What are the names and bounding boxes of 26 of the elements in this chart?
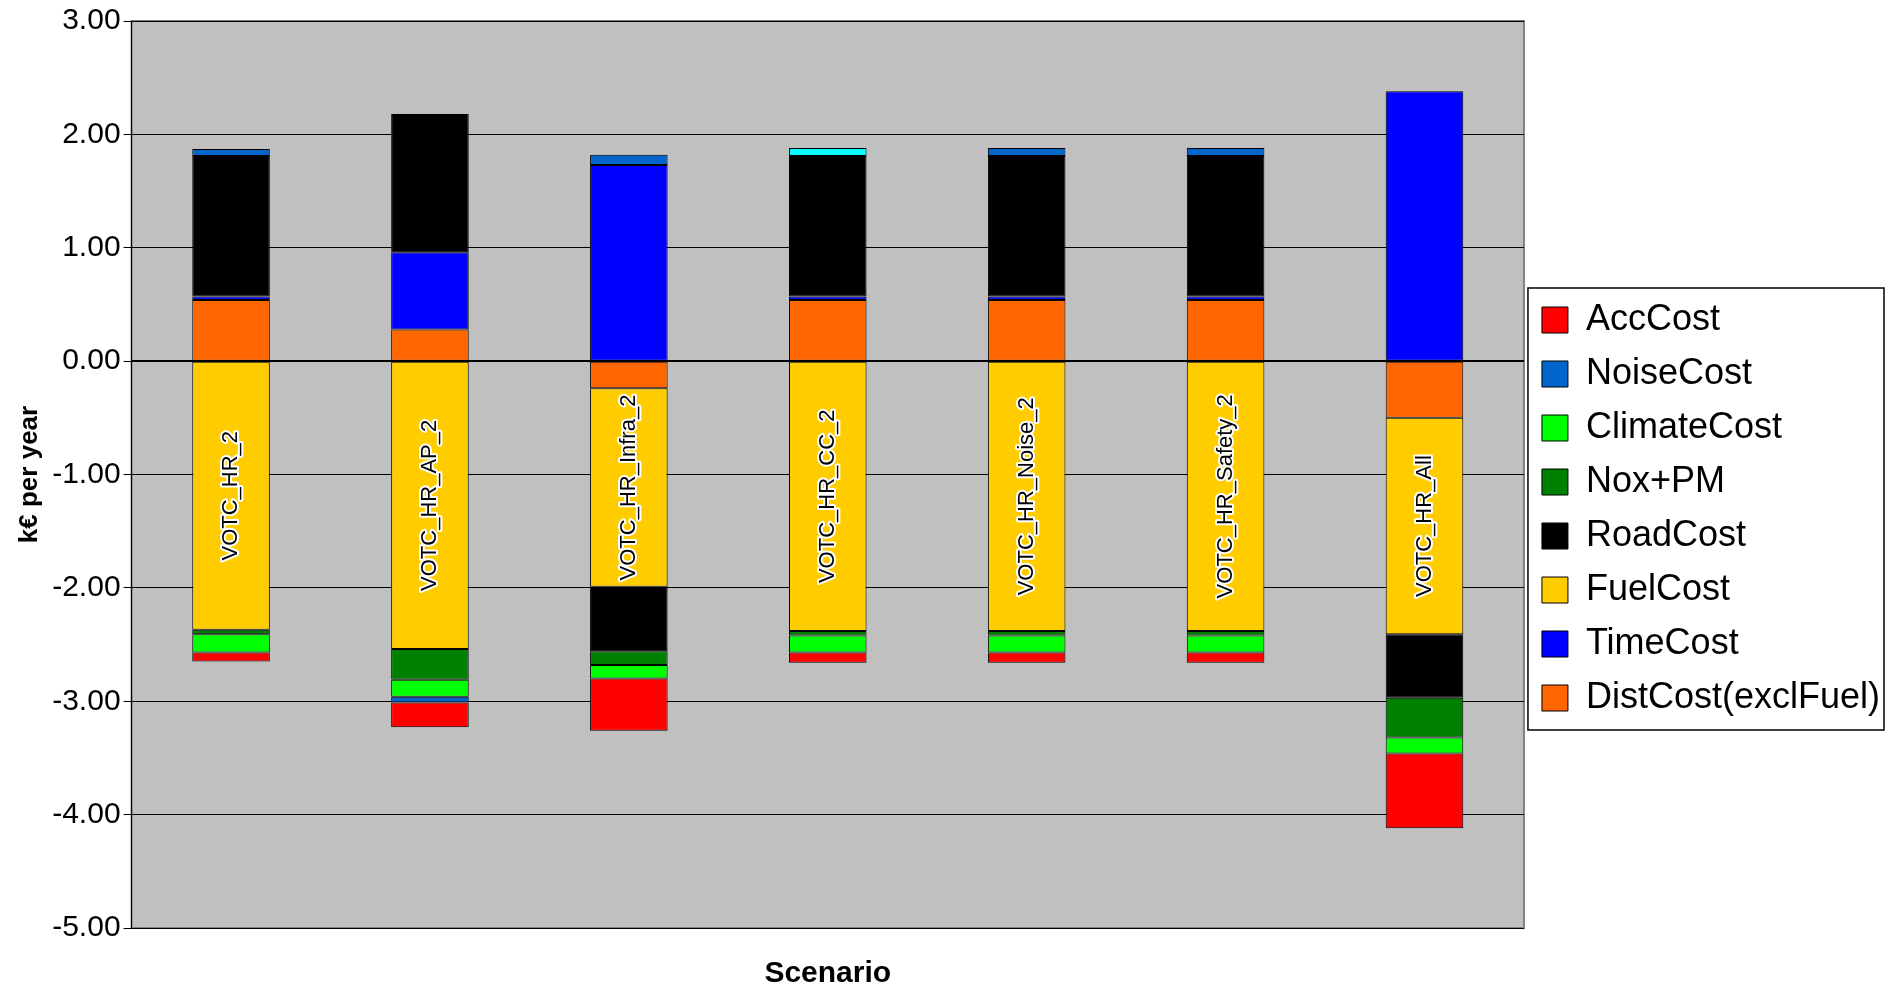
legend-label: Nox+PM xyxy=(1585,458,1725,500)
x-tick-label: VOTC_HR_2 xyxy=(217,430,243,561)
y-tick-label: 1.00 xyxy=(62,229,121,263)
x-axis-title: Scenario xyxy=(764,955,892,989)
x-tick-label: VOTC_HR_Noise_2 xyxy=(1012,397,1038,596)
x-tick-label: VOTC_HR_Infra_2 xyxy=(614,394,640,581)
y-tick-label: -3.00 xyxy=(52,682,121,716)
legend-label: FuelCost xyxy=(1585,566,1731,608)
y-tick-label: 2.00 xyxy=(62,115,121,149)
legend-label: NoiseCost xyxy=(1585,350,1753,392)
x-tick-label: VOTC_HR_Safety_2 xyxy=(1211,394,1237,599)
y-axis-title: k€ per year xyxy=(12,405,43,544)
legend-label: DistCost(exclFuel) xyxy=(1585,674,1880,716)
y-tick-label: 0.00 xyxy=(62,342,121,376)
y-tick-label: -2.00 xyxy=(52,569,121,603)
legend-label: AccCost xyxy=(1585,296,1720,338)
y-tick-label: 3.00 xyxy=(62,2,121,36)
y-tick-label: -5.00 xyxy=(52,909,121,943)
x-tick-label: VOTC_HR_All xyxy=(1410,455,1436,597)
legend-label: TimeCost xyxy=(1585,620,1739,662)
legend-label: ClimateCost xyxy=(1585,404,1783,446)
legend-label: RoadCost xyxy=(1585,512,1747,554)
y-tick-label: -1.00 xyxy=(52,455,121,489)
x-tick-label: VOTC_HR_CC_2 xyxy=(813,409,839,584)
x-tick-label: VOTC_HR_AP_2 xyxy=(416,419,442,591)
y-tick-label: -4.00 xyxy=(52,795,121,829)
